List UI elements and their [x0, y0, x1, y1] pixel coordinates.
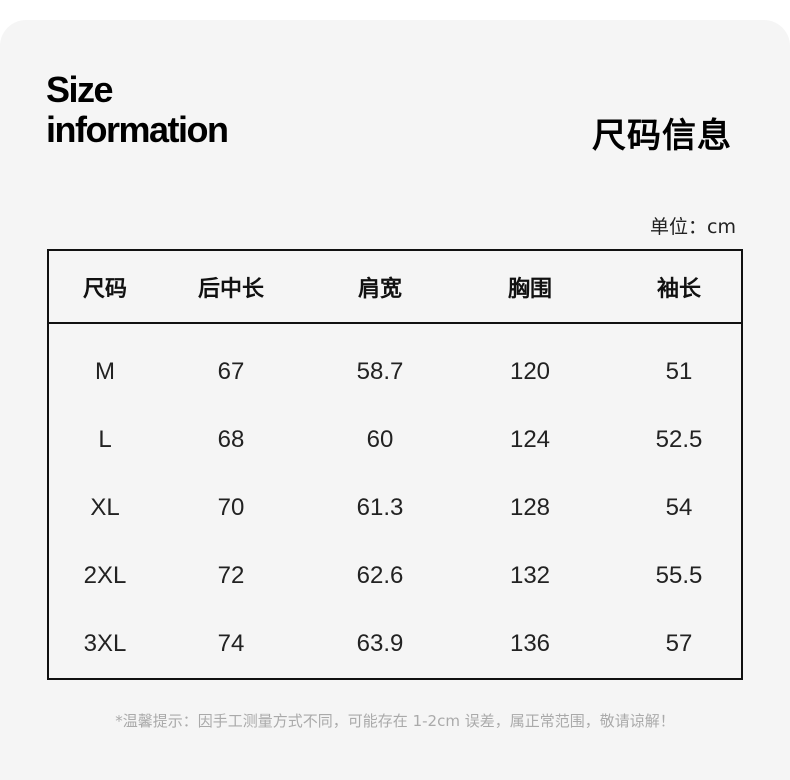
table-cell: 63.9: [356, 630, 404, 657]
table-cell: 67: [217, 358, 245, 385]
table-cell: 2XL: [83, 562, 127, 589]
measurement-note: *温馨提示：因手工测量方式不同，可能存在 1-2cm 误差，属正常范围，敬请谅解…: [115, 712, 675, 730]
table-cell: M: [95, 358, 115, 385]
table-row: 3XL 74 63.9 136 57: [49, 610, 741, 678]
table-cell: 132: [509, 562, 551, 589]
header-cell: 后中长: [197, 276, 264, 302]
table-cell: 61.3: [356, 494, 404, 521]
table-row: L 68 60 124 52.5: [49, 406, 741, 474]
table-cell: 54: [665, 494, 693, 521]
table-cell: 72: [217, 562, 245, 589]
table-cell: 124: [509, 426, 551, 453]
header-cell: 胸围: [507, 276, 552, 302]
table-cell: 51: [665, 358, 693, 385]
title-english: Size information: [46, 69, 229, 150]
table-cell: 128: [509, 494, 551, 521]
table-row: M 67 58.7 120 51: [49, 338, 741, 406]
header-cell: 肩宽: [357, 276, 402, 302]
unit-label: 单位：cm: [650, 216, 736, 238]
table-cell: 68: [217, 426, 245, 453]
table-cell: 3XL: [83, 630, 127, 657]
table-cell: 62.6: [356, 562, 404, 589]
table-cell: 58.7: [356, 358, 404, 385]
title-chinese: 尺码信息: [592, 116, 732, 156]
table-cell: 55.5: [655, 562, 703, 589]
title-english-line2: information: [46, 109, 229, 150]
table-cell: 60: [366, 426, 394, 453]
table-cell: 57: [665, 630, 693, 657]
table-cell: 74: [217, 630, 245, 657]
header-cell: 尺码: [82, 276, 127, 302]
table-cell: 70: [217, 494, 245, 521]
table-cell: 136: [509, 630, 551, 657]
table-row: 2XL 72 62.6 132 55.5: [49, 542, 741, 610]
table-cell: L: [98, 426, 112, 453]
size-card: [0, 20, 790, 780]
header-cell: 袖长: [656, 276, 701, 302]
table-row: XL 70 61.3 128 54: [49, 474, 741, 542]
table-header: 尺码 后中长 肩宽 胸围 袖长: [49, 251, 741, 324]
table-cell: XL: [90, 494, 120, 521]
title-english-line1: Size: [46, 69, 114, 110]
size-table: 尺码 后中长 肩宽 胸围 袖长 M 67 58.7 120 51 L 68 60 124 52.5…: [47, 249, 743, 680]
table-cell: 120: [509, 358, 551, 385]
table-body: M 67 58.7 120 51 L 68 60 124 52.5 XL 70 61.3 128 54 2XL…: [49, 324, 741, 678]
table-cell: 52.5: [655, 426, 703, 453]
